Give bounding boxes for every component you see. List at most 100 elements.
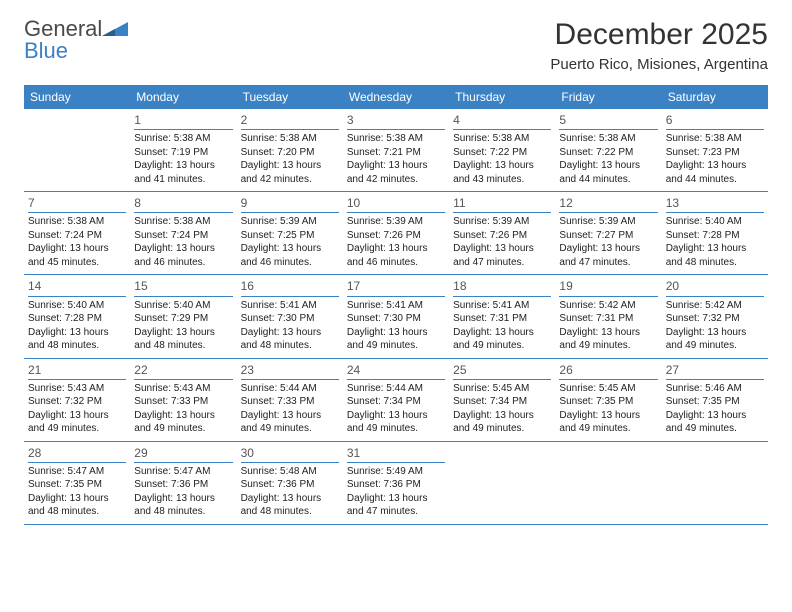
daylight-text: and 48 minutes. [28,505,126,519]
daylight-text: Daylight: 13 hours [666,409,764,423]
sunset-text: Sunset: 7:25 PM [241,229,339,243]
sunrise-text: Sunrise: 5:41 AM [453,299,551,313]
daylight-text: and 41 minutes. [134,173,232,187]
daylight-text: Daylight: 13 hours [241,492,339,506]
calendar-cell: 4Sunrise: 5:38 AMSunset: 7:22 PMDaylight… [449,109,555,191]
sunrise-text: Sunrise: 5:39 AM [347,215,445,229]
daylight-text: Daylight: 13 hours [134,326,232,340]
calendar-cell: 28Sunrise: 5:47 AMSunset: 7:35 PMDayligh… [24,442,130,524]
sunset-text: Sunset: 7:27 PM [559,229,657,243]
daylight-text: Daylight: 13 hours [347,409,445,423]
sunset-text: Sunset: 7:22 PM [453,146,551,160]
day-number: 30 [241,445,339,463]
daylight-text: Daylight: 13 hours [453,326,551,340]
daylight-text: Daylight: 13 hours [241,159,339,173]
sunset-text: Sunset: 7:30 PM [347,312,445,326]
weekday-thu: Thursday [449,85,555,109]
calendar: Sunday Monday Tuesday Wednesday Thursday… [24,85,768,525]
weekday-header: Sunday Monday Tuesday Wednesday Thursday… [24,85,768,109]
sunrise-text: Sunrise: 5:49 AM [347,465,445,479]
sunset-text: Sunset: 7:26 PM [453,229,551,243]
daylight-text: and 47 minutes. [453,256,551,270]
daylight-text: Daylight: 13 hours [134,492,232,506]
day-number: 8 [134,195,232,213]
calendar-cell: 12Sunrise: 5:39 AMSunset: 7:27 PMDayligh… [555,192,661,274]
calendar-cell: 13Sunrise: 5:40 AMSunset: 7:28 PMDayligh… [662,192,768,274]
day-number: 29 [134,445,232,463]
day-number: 15 [134,278,232,296]
day-number: 11 [453,195,551,213]
day-number: 28 [28,445,126,463]
calendar-cell: 6Sunrise: 5:38 AMSunset: 7:23 PMDaylight… [662,109,768,191]
calendar-cell: 9Sunrise: 5:39 AMSunset: 7:25 PMDaylight… [237,192,343,274]
sunset-text: Sunset: 7:34 PM [347,395,445,409]
daylight-text: and 49 minutes. [453,422,551,436]
sunrise-text: Sunrise: 5:40 AM [666,215,764,229]
sunrise-text: Sunrise: 5:38 AM [241,132,339,146]
daylight-text: Daylight: 13 hours [666,242,764,256]
daylight-text: and 48 minutes. [241,339,339,353]
daylight-text: and 43 minutes. [453,173,551,187]
calendar-cell: 23Sunrise: 5:44 AMSunset: 7:33 PMDayligh… [237,359,343,441]
calendar-cell-empty [662,442,768,524]
logo-triangle-icon [102,18,128,36]
daylight-text: and 49 minutes. [453,339,551,353]
day-number: 7 [28,195,126,213]
day-number: 24 [347,362,445,380]
calendar-cell: 25Sunrise: 5:45 AMSunset: 7:34 PMDayligh… [449,359,555,441]
calendar-cell: 29Sunrise: 5:47 AMSunset: 7:36 PMDayligh… [130,442,236,524]
day-number: 10 [347,195,445,213]
daylight-text: Daylight: 13 hours [347,326,445,340]
daylight-text: Daylight: 13 hours [28,242,126,256]
calendar-week: 7Sunrise: 5:38 AMSunset: 7:24 PMDaylight… [24,192,768,275]
logo: General Blue [24,18,128,62]
sunset-text: Sunset: 7:31 PM [453,312,551,326]
daylight-text: Daylight: 13 hours [241,409,339,423]
daylight-text: and 48 minutes. [241,505,339,519]
sunrise-text: Sunrise: 5:42 AM [559,299,657,313]
calendar-cell: 27Sunrise: 5:46 AMSunset: 7:35 PMDayligh… [662,359,768,441]
day-number: 26 [559,362,657,380]
day-number: 14 [28,278,126,296]
calendar-cell: 20Sunrise: 5:42 AMSunset: 7:32 PMDayligh… [662,275,768,357]
daylight-text: Daylight: 13 hours [453,242,551,256]
sunrise-text: Sunrise: 5:41 AM [241,299,339,313]
day-number: 2 [241,112,339,130]
sunrise-text: Sunrise: 5:38 AM [347,132,445,146]
daylight-text: Daylight: 13 hours [347,159,445,173]
sunrise-text: Sunrise: 5:45 AM [453,382,551,396]
day-number: 12 [559,195,657,213]
calendar-cell: 5Sunrise: 5:38 AMSunset: 7:22 PMDaylight… [555,109,661,191]
day-number: 23 [241,362,339,380]
weekday-sun: Sunday [24,85,130,109]
sunset-text: Sunset: 7:30 PM [241,312,339,326]
weekday-tue: Tuesday [237,85,343,109]
sunset-text: Sunset: 7:24 PM [134,229,232,243]
daylight-text: Daylight: 13 hours [241,242,339,256]
sunset-text: Sunset: 7:33 PM [134,395,232,409]
calendar-cell: 1Sunrise: 5:38 AMSunset: 7:19 PMDaylight… [130,109,236,191]
daylight-text: and 49 minutes. [559,422,657,436]
sunset-text: Sunset: 7:32 PM [28,395,126,409]
sunrise-text: Sunrise: 5:47 AM [134,465,232,479]
daylight-text: Daylight: 13 hours [559,242,657,256]
day-number: 5 [559,112,657,130]
daylight-text: and 48 minutes. [134,505,232,519]
daylight-text: and 47 minutes. [559,256,657,270]
daylight-text: Daylight: 13 hours [134,409,232,423]
sunrise-text: Sunrise: 5:43 AM [134,382,232,396]
calendar-cell: 22Sunrise: 5:43 AMSunset: 7:33 PMDayligh… [130,359,236,441]
daylight-text: Daylight: 13 hours [559,159,657,173]
sunrise-text: Sunrise: 5:44 AM [347,382,445,396]
sunrise-text: Sunrise: 5:39 AM [453,215,551,229]
weekday-mon: Monday [130,85,236,109]
daylight-text: Daylight: 13 hours [134,159,232,173]
calendar-cell: 15Sunrise: 5:40 AMSunset: 7:29 PMDayligh… [130,275,236,357]
daylight-text: and 48 minutes. [666,256,764,270]
calendar-cell: 26Sunrise: 5:45 AMSunset: 7:35 PMDayligh… [555,359,661,441]
sunrise-text: Sunrise: 5:48 AM [241,465,339,479]
location-text: Puerto Rico, Misiones, Argentina [550,56,768,73]
sunset-text: Sunset: 7:32 PM [666,312,764,326]
sunset-text: Sunset: 7:21 PM [347,146,445,160]
daylight-text: Daylight: 13 hours [666,326,764,340]
